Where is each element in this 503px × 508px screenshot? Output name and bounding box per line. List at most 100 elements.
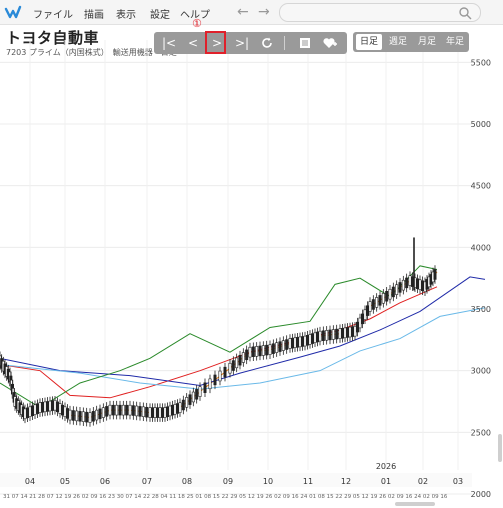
last-page-button[interactable]: >| bbox=[234, 36, 250, 50]
ma-200-line bbox=[0, 307, 486, 390]
candle-body bbox=[433, 269, 437, 280]
candle-body bbox=[131, 405, 135, 416]
x-month-label: 10 bbox=[263, 477, 273, 486]
candle-body bbox=[203, 382, 207, 393]
candle-body bbox=[98, 408, 102, 420]
candle-body bbox=[268, 344, 272, 355]
next-button-highlight bbox=[205, 31, 226, 54]
y-tick-label: 2500 bbox=[471, 428, 491, 437]
candle-body bbox=[308, 334, 312, 345]
period-monthly-button[interactable]: 月足 bbox=[417, 37, 436, 47]
candle-body bbox=[173, 404, 177, 415]
candle-body bbox=[363, 309, 367, 320]
candle-body bbox=[95, 409, 99, 421]
ma-25-line bbox=[0, 286, 438, 399]
candle-body bbox=[275, 342, 279, 353]
candle-body bbox=[75, 410, 79, 422]
x-month-label: 07 bbox=[142, 477, 152, 486]
y-tick-label: 5000 bbox=[471, 120, 491, 129]
x-month-label: 08 bbox=[182, 477, 192, 486]
candle-body bbox=[378, 295, 382, 306]
x-date-labels: 31 07 14 21 28 07 12 19 26 02 09 16 23 3… bbox=[3, 494, 448, 500]
y-tick-label: 4000 bbox=[471, 243, 491, 252]
candle-body bbox=[185, 397, 189, 408]
candle-body bbox=[78, 411, 82, 422]
candle-body bbox=[331, 329, 335, 340]
candle-body bbox=[328, 329, 332, 341]
refresh-button[interactable] bbox=[258, 32, 276, 54]
search-icon[interactable] bbox=[458, 6, 472, 20]
candle-body bbox=[68, 409, 72, 421]
candles bbox=[0, 237, 437, 427]
x-month-label: 06 bbox=[100, 477, 110, 486]
candle-body bbox=[310, 333, 314, 344]
menu-file[interactable]: ファイル bbox=[33, 10, 73, 21]
candle-body bbox=[191, 391, 195, 403]
x-month-label: 11 bbox=[303, 477, 313, 486]
candle-body bbox=[166, 406, 170, 418]
candle-body bbox=[145, 406, 149, 418]
candle-body bbox=[66, 408, 70, 419]
candle-body bbox=[128, 404, 132, 416]
candle-body bbox=[153, 407, 157, 418]
candle-body bbox=[141, 406, 145, 418]
candle-body bbox=[420, 280, 424, 292]
search-input[interactable] bbox=[279, 3, 481, 22]
candle-body bbox=[171, 404, 175, 416]
candle-body bbox=[385, 291, 389, 302]
candle-body bbox=[418, 279, 422, 290]
candle-body bbox=[265, 344, 269, 356]
x-axis: 04 05 06 07 08 09 10 11 12 01 02 03 2026 31 07 14 21 … bbox=[0, 462, 472, 506]
candle-body bbox=[388, 288, 392, 300]
candle-body bbox=[318, 330, 322, 342]
menu-draw[interactable]: 描画 bbox=[84, 10, 104, 21]
x-month-label: 09 bbox=[223, 477, 233, 486]
y-tick-label: 3500 bbox=[471, 305, 491, 314]
forward-arrow-icon[interactable]: → bbox=[258, 4, 270, 20]
period-yearly-button[interactable]: 年足 bbox=[445, 37, 464, 47]
candle-body bbox=[35, 403, 39, 414]
ma-75-line bbox=[0, 276, 486, 386]
candle-body bbox=[151, 407, 155, 418]
x-month-label: 01 bbox=[381, 477, 391, 486]
period-selector: 日足 週足 月足 年足 bbox=[353, 32, 469, 52]
candle-body bbox=[111, 404, 115, 416]
candle-body bbox=[101, 407, 105, 418]
candle-body bbox=[33, 404, 37, 415]
menu-help[interactable]: ヘルプ bbox=[180, 10, 210, 21]
next-page-button[interactable]: > bbox=[211, 36, 223, 50]
candle-body bbox=[401, 279, 405, 291]
candle-body bbox=[238, 354, 242, 366]
horizontal-scrollbar bbox=[395, 502, 435, 506]
back-arrow-icon[interactable]: ← bbox=[237, 4, 249, 20]
candle-body bbox=[281, 340, 285, 351]
vertical-scrollbar[interactable] bbox=[497, 24, 503, 464]
candle-body bbox=[176, 403, 180, 414]
candle-body bbox=[415, 278, 419, 289]
period-daily-button[interactable]: 日足 bbox=[356, 34, 382, 50]
list-button[interactable] bbox=[296, 32, 314, 54]
candle-body bbox=[91, 411, 95, 422]
period-weekly-button[interactable]: 週足 bbox=[388, 37, 407, 47]
app-logo-icon bbox=[4, 5, 22, 19]
y-tick-label: 5500 bbox=[471, 58, 491, 67]
candle-body bbox=[358, 317, 362, 329]
candle-body bbox=[258, 345, 262, 357]
candle-body bbox=[248, 346, 252, 358]
candle-body bbox=[55, 401, 59, 413]
menu-settings[interactable]: 設定 bbox=[150, 10, 170, 21]
first-page-button[interactable]: |< bbox=[161, 36, 177, 50]
candle-body bbox=[293, 337, 297, 348]
candle-body bbox=[271, 343, 275, 354]
candle-body bbox=[125, 404, 129, 416]
candle-body bbox=[391, 286, 395, 298]
menu-view[interactable]: 表示 bbox=[116, 10, 136, 21]
candle-body bbox=[261, 345, 265, 356]
candle-body bbox=[360, 313, 364, 325]
prev-page-button[interactable]: < bbox=[187, 36, 199, 50]
candle-body bbox=[161, 407, 165, 418]
candle-body bbox=[53, 399, 57, 411]
candle-body bbox=[195, 389, 199, 400]
favorite-button[interactable] bbox=[320, 32, 340, 54]
